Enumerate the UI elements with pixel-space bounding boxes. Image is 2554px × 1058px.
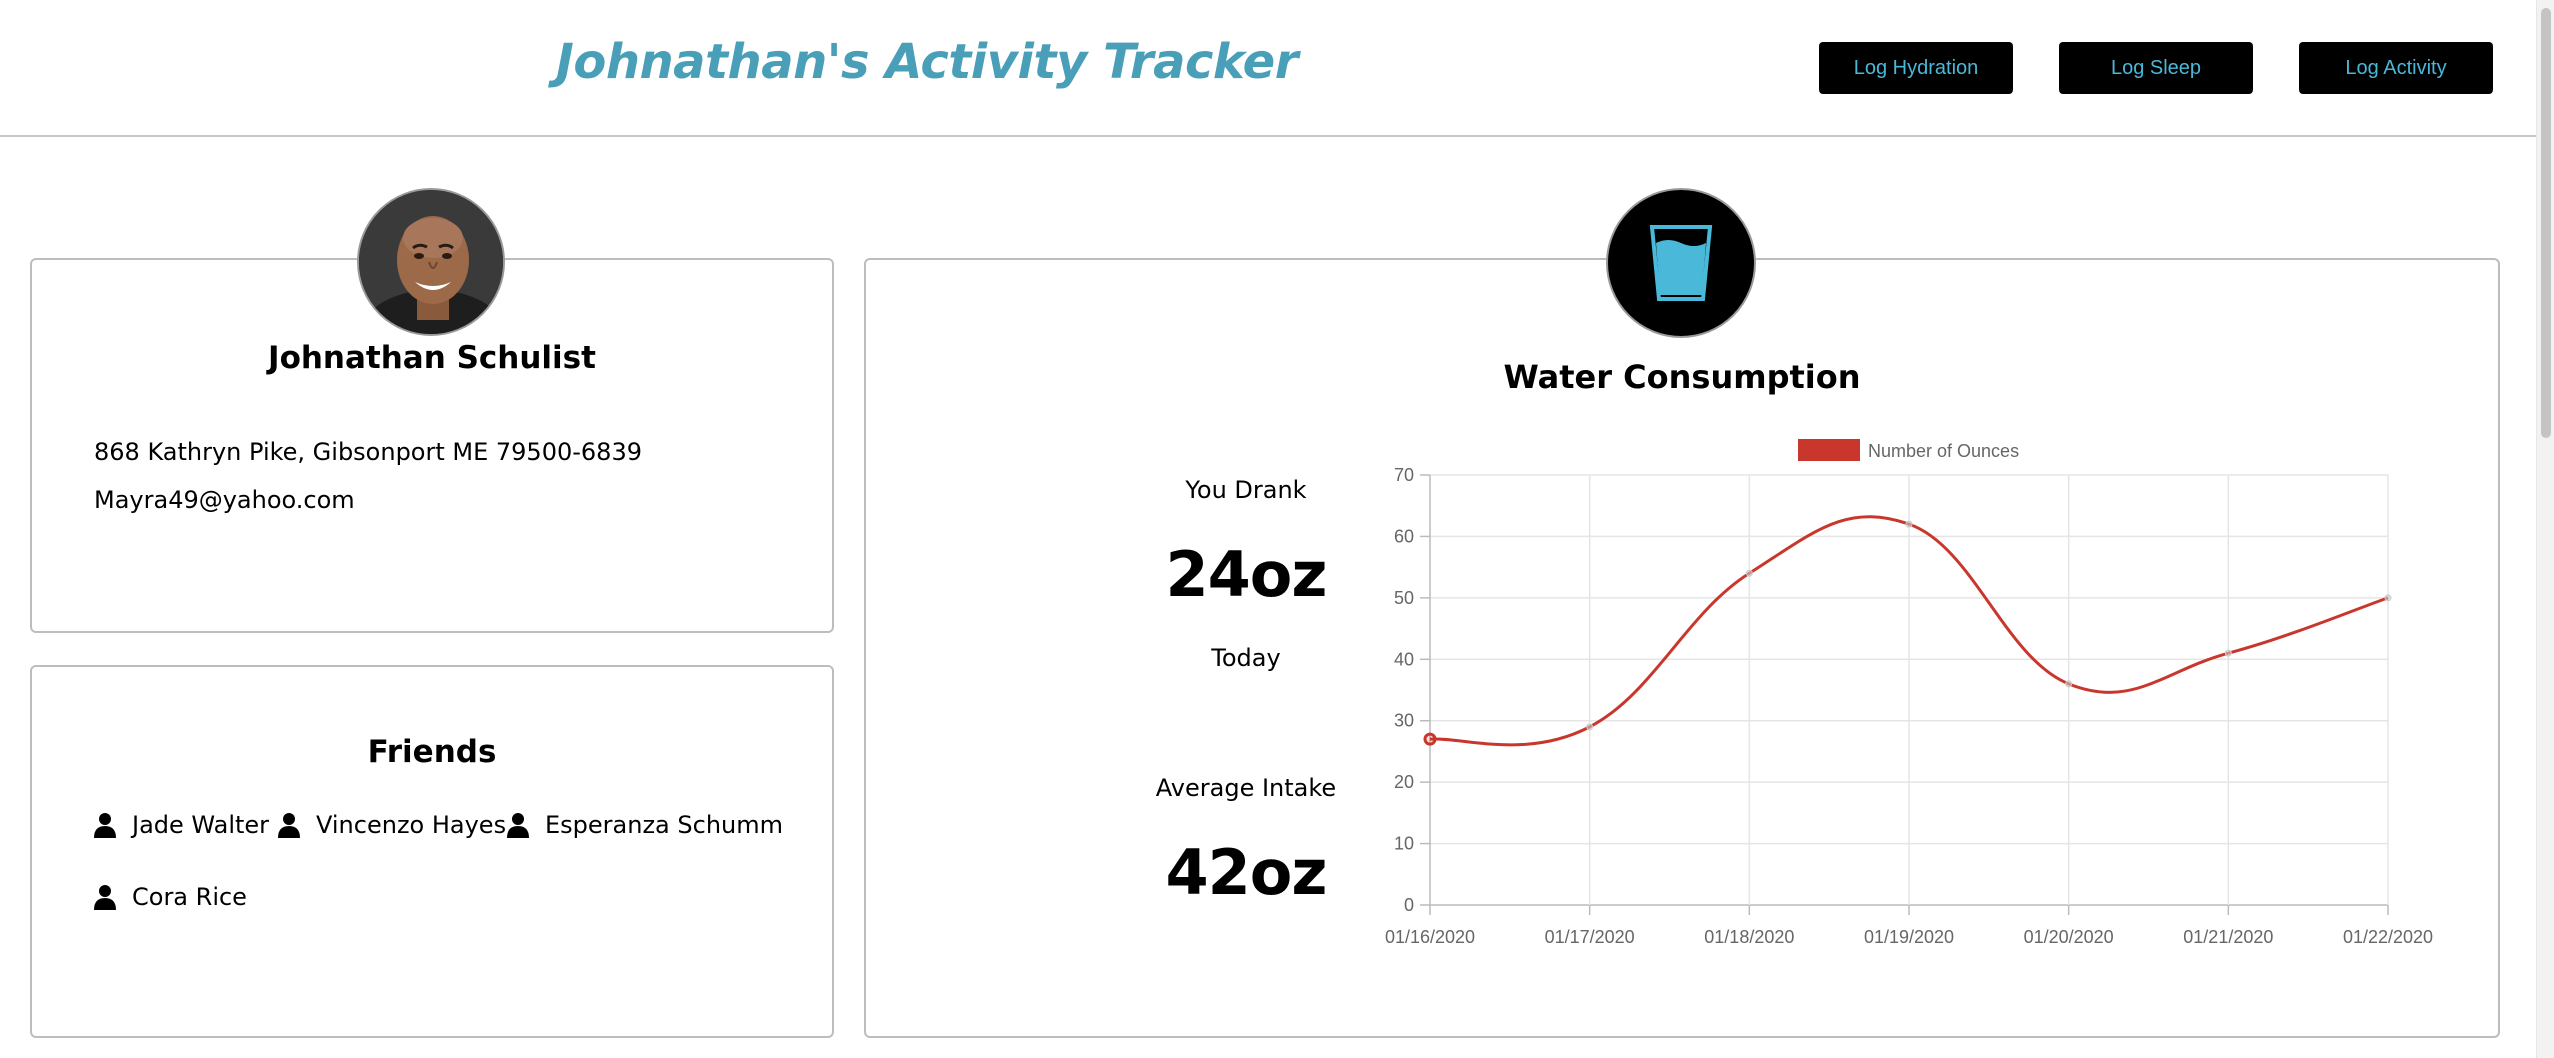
app-title: Johnathan's Activity Tracker [556, 34, 1298, 90]
person-icon [94, 813, 116, 838]
data-point [2065, 680, 2073, 688]
y-tick-label: 40 [1394, 649, 1414, 669]
y-tick-label: 0 [1404, 895, 1414, 915]
today-suffix: Today [1211, 644, 1281, 672]
x-tick-label: 01/20/2020 [2024, 927, 2114, 947]
today-value: 24oz [1165, 538, 1328, 611]
page-scrollbar[interactable] [2536, 0, 2554, 1058]
log-hydration-button[interactable]: Log Hydration [1819, 42, 2013, 94]
today-label: You Drank [1185, 476, 1307, 504]
x-tick-label: 01/16/2020 [1385, 927, 1475, 947]
scrollbar-thumb[interactable] [2541, 8, 2551, 438]
friend-item: Vincenzo Hayes [278, 811, 506, 839]
data-point [1586, 723, 1594, 731]
friend-name: Cora Rice [132, 883, 247, 911]
x-tick-label: 01/21/2020 [2183, 927, 2273, 947]
person-icon [507, 813, 529, 838]
y-tick-label: 50 [1394, 588, 1414, 608]
data-point [1745, 569, 1753, 577]
y-tick-label: 60 [1394, 526, 1414, 546]
person-icon [278, 813, 300, 838]
average-label: Average Intake [1155, 774, 1337, 802]
person-icon [94, 885, 116, 910]
friend-name: Jade Walter [132, 811, 270, 839]
friend-item: Jade Walter [94, 811, 269, 839]
data-point [1905, 520, 1913, 528]
friends-card: Friends Jade Walter Vincenzo Hayes Esper… [30, 665, 834, 1038]
user-address: 868 Kathryn Pike, Gibsonport ME 79500-68… [94, 438, 642, 466]
legend-swatch [1798, 439, 1860, 461]
average-value: 42oz [1165, 836, 1328, 909]
data-point [2224, 649, 2232, 657]
friend-item: Esperanza Schumm [507, 811, 783, 839]
water-card: Water Consumption You Drank 24oz Today A… [864, 258, 2500, 1038]
friend-name: Vincenzo Hayes [316, 811, 507, 839]
log-activity-button[interactable]: Log Activity [2299, 42, 2493, 94]
friend-name: Esperanza Schumm [545, 811, 783, 839]
y-tick-label: 70 [1394, 465, 1414, 485]
friend-item: Cora Rice [94, 883, 247, 911]
y-tick-label: 20 [1394, 772, 1414, 792]
friends-title: Friends [367, 734, 497, 770]
data-point [1423, 732, 1437, 746]
y-tick-label: 30 [1394, 711, 1414, 731]
header-bar: Johnathan's Activity Tracker Log Hydrati… [0, 0, 2554, 137]
water-chart: 0 10 20 30 40 50 60 70 01/16/2020 01/17/2020 01/18… [1385, 439, 2433, 947]
legend-label: Number of Ounces [1868, 441, 2019, 461]
x-tick-label: 01/18/2020 [1704, 927, 1794, 947]
user-email: Mayra49@yahoo.com [94, 486, 355, 514]
x-tick-label: 01/19/2020 [1864, 927, 1954, 947]
x-tick-label: 01/17/2020 [1545, 927, 1635, 947]
water-glass-icon [1606, 188, 1756, 338]
x-tick-label: 01/22/2020 [2343, 927, 2433, 947]
y-tick-label: 10 [1394, 834, 1414, 854]
user-name: Johnathan Schulist [268, 340, 596, 376]
water-title: Water Consumption [1503, 358, 1861, 396]
log-sleep-button[interactable]: Log Sleep [2059, 42, 2253, 94]
data-point [2384, 594, 2392, 602]
user-avatar [357, 188, 505, 336]
